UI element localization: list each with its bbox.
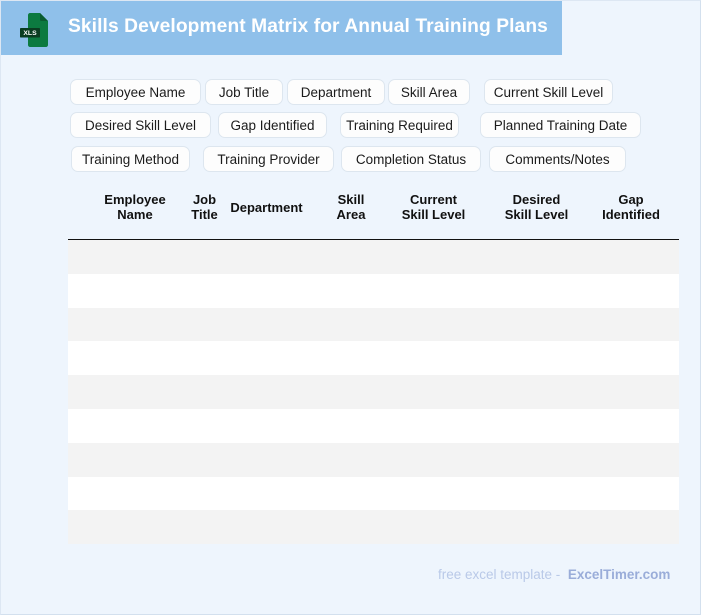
svg-text:XLS: XLS [23, 30, 37, 37]
